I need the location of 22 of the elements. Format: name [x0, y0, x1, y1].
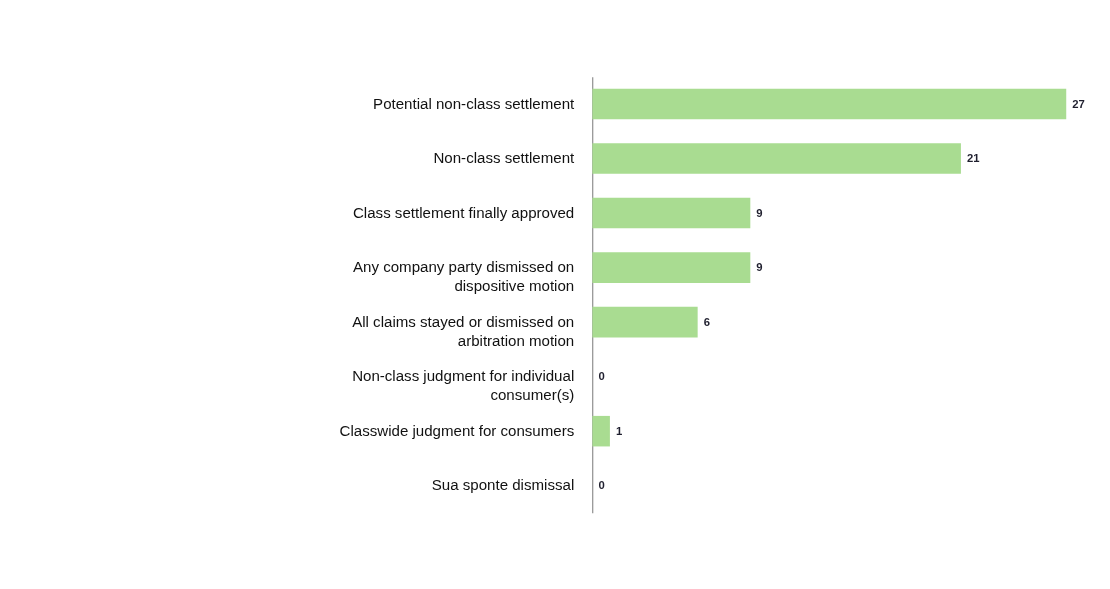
y-tick-label: Non-class settlement: [433, 149, 576, 167]
y-tick-label: Class settlement finally approved: [352, 203, 575, 221]
data-label: 0: [598, 479, 605, 492]
data-label: 0: [598, 370, 605, 383]
bar: [592, 197, 751, 229]
y-tick-label: Sua sponte dismissal: [431, 476, 575, 494]
data-label: 9: [756, 206, 763, 219]
data-label: 21: [966, 152, 980, 165]
bar: [592, 415, 610, 447]
bar: [592, 306, 698, 338]
y-tick-label: Any company party dismissed on dispositive motion: [352, 258, 575, 295]
y-tick-label: Potential non-class settlement: [373, 94, 576, 112]
data-label: 9: [756, 261, 763, 274]
y-tick-label: Non-class judgment for individual consumer(s): [352, 367, 575, 404]
data-label: 27: [1072, 97, 1085, 110]
data-label: 1: [615, 424, 623, 437]
bar: [592, 88, 1067, 120]
y-tick-label: Classwide judgment for consumers: [339, 421, 575, 439]
y-tick-label: All claims stayed or dismissed on arbitration motion: [352, 312, 575, 349]
bar: [592, 252, 751, 283]
bar: [592, 143, 961, 174]
data-label: 6: [703, 315, 710, 328]
